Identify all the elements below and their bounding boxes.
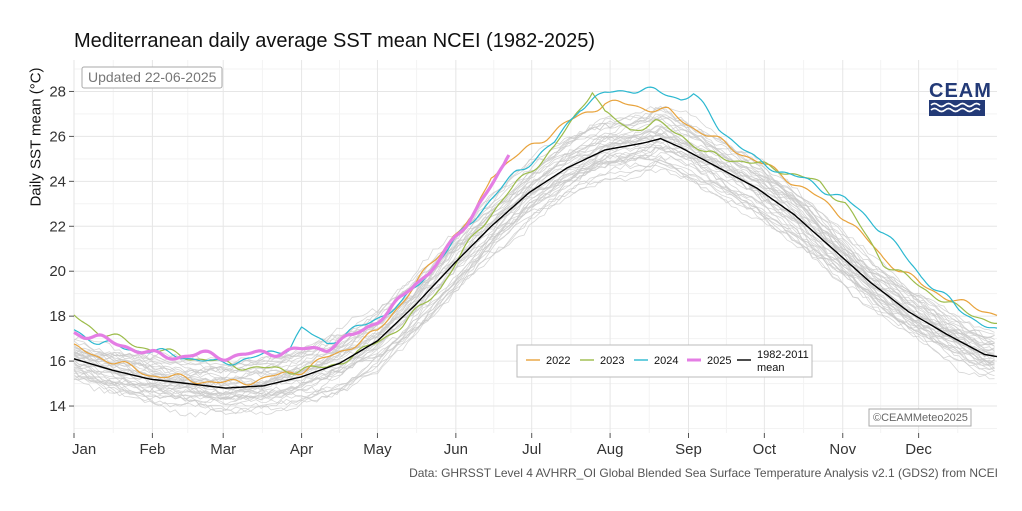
updated-note: Updated 22-06-2025 [88,69,217,85]
logo-wave-icon [930,102,981,108]
historical-year-line [73,118,995,394]
legend-label: 2023 [600,355,624,367]
logo-wave-icon [930,107,981,113]
historical-year-line [73,107,995,384]
y-tick-label: 14 [49,398,66,415]
x-axis-ticks: Jan Feb Mar Apr May Jun Jul Aug Sep Oct Nov Dec [72,433,932,458]
series-line-2025 [73,154,511,362]
historical-year-line [73,146,995,401]
x-tick-label: Sep [675,441,702,458]
ceam-logo-text: CEAM [929,80,992,102]
historical-year-line [73,105,995,370]
historical-year-line [73,116,995,368]
x-tick-label: Feb [139,441,165,458]
y-tick-label: 26 [49,128,66,145]
series-line-2023 [73,92,997,375]
series-line-2024 [73,86,998,366]
historical-year-line [73,160,995,416]
historical-year-line [73,114,995,370]
y-tick-label: 16 [49,353,66,370]
historical-year-line [73,137,995,391]
historical-years-lines [73,105,995,418]
historical-year-line [73,126,995,388]
legend-label: 2025 [707,355,731,367]
copyright-box: ©CEAMMeteo2025 [868,408,972,427]
legend-label: mean [757,362,785,374]
historical-year-line [73,113,995,383]
y-tick-label: 24 [49,173,66,190]
legend-label: 1982-2011 [757,349,809,361]
x-tick-label: Aug [597,441,624,458]
historical-year-line [73,155,995,418]
x-tick-label: Jul [522,441,541,458]
y-tick-label: 22 [49,218,66,235]
ceam-logo: CEAM [929,80,992,116]
x-tick-label: Dec [905,441,932,458]
historical-year-line [73,160,995,405]
copyright-text: ©CEAMMeteo2025 [873,412,968,424]
legend-label: 2022 [546,355,570,367]
historical-year-line [73,130,995,382]
x-tick-label: May [363,441,392,458]
y-axis-ticks: 14 16 18 20 22 24 26 28 [49,83,74,415]
chart-title: Mediterranean daily average SST mean NCE… [74,30,596,52]
series-lines [73,86,998,389]
x-tick-label: Jan [72,441,96,458]
historical-year-line [73,154,995,401]
historical-year-line [73,134,995,400]
historical-year-line [73,135,995,396]
x-tick-label: Oct [753,441,777,458]
series-line-1982-2011-mean [73,137,998,389]
historical-year-line [73,105,995,378]
series-line-2022 [73,99,998,386]
x-tick-label: Apr [290,441,313,458]
legend-label: 2024 [654,355,678,367]
updated-note-box: Updated 22-06-2025 [81,66,223,89]
data-source-note: Data: GHRSST Level 4 AVHRR_OI Global Ble… [409,466,998,480]
x-tick-label: Jun [444,441,468,458]
x-tick-label: Mar [210,441,236,458]
y-tick-label: 28 [49,83,66,100]
x-tick-label: Nov [829,441,856,458]
y-tick-label: 20 [49,263,66,280]
historical-year-line [73,146,995,405]
y-tick-label: 18 [49,308,66,325]
